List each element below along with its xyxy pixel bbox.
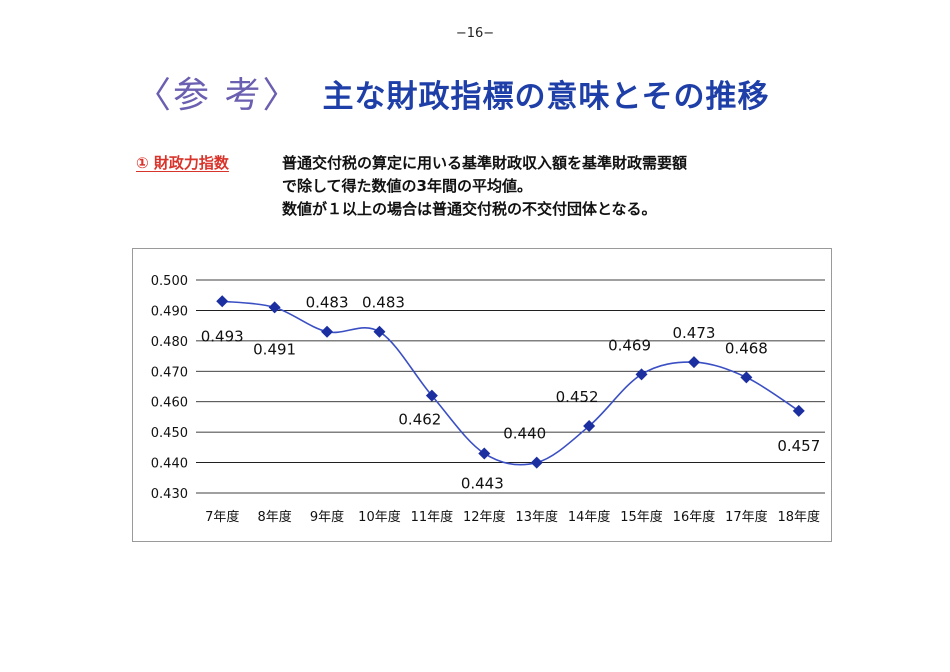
x-tick-label: 10年度: [358, 509, 401, 525]
page-title: 主な財政指標の意味とその推移: [322, 79, 770, 115]
x-axis-ticks: 7年度 8年度 9年度 10年度 11年度 12年度 13年度 14年度 15年度 16年度 17年…: [205, 509, 820, 525]
data-point-marker: [687, 356, 700, 369]
data-label: 0.469: [608, 336, 651, 354]
x-tick-label: 16年度: [673, 509, 716, 525]
data-label: 0.468: [725, 339, 768, 357]
y-tick-label: 0.440: [151, 457, 188, 472]
description-line-3: 数値が１以上の場合は普通交付税の不交付団体となる。: [282, 200, 657, 218]
x-tick-label: 13年度: [515, 509, 558, 525]
y-tick-label: 0.500: [151, 274, 188, 289]
x-tick-label: 8年度: [257, 509, 291, 525]
y-tick-label: 0.450: [151, 426, 188, 441]
description-line-1: 普通交付税の算定に用いる基準財政収入額を基準財政需要額: [282, 154, 688, 172]
y-tick-label: 0.430: [151, 487, 188, 502]
x-tick-label: 15年度: [620, 509, 663, 525]
reference-label: 〈参 考〉: [135, 75, 301, 116]
data-point-marker: [792, 404, 805, 417]
y-tick-label: 0.480: [151, 335, 188, 350]
data-label: 0.491: [253, 340, 296, 358]
data-point-marker: [425, 389, 438, 402]
data-label: 0.483: [362, 294, 405, 312]
data-label: 0.493: [201, 327, 244, 345]
x-tick-label: 7年度: [205, 509, 239, 525]
data-label: 0.443: [461, 474, 504, 492]
y-axis-ticks: 0.500 0.490 0.480 0.470 0.460 0.450 0.440 0.430: [151, 274, 188, 502]
description-line-2: で除して得た数値の3年間の平均値。: [282, 177, 532, 195]
data-label-layer: 0.493 0.491 0.483 0.483 0.462 0.443 0.440 0.452…: [201, 294, 821, 493]
x-tick-label: 9年度: [310, 509, 344, 525]
data-label: 0.462: [398, 411, 441, 429]
data-label: 0.473: [672, 324, 715, 342]
marker-layer: [216, 295, 805, 469]
section-label: ① 財政力指数: [136, 154, 229, 172]
line-chart: 0.500 0.490 0.480 0.470 0.460 0.450 0.440 0.430…: [151, 274, 825, 525]
x-tick-label: 12年度: [463, 509, 506, 525]
data-point-marker: [321, 325, 334, 338]
data-point-marker: [268, 301, 281, 314]
data-point-marker: [216, 295, 229, 308]
y-tick-label: 0.460: [151, 396, 188, 411]
data-point-marker: [373, 325, 386, 338]
y-tick-label: 0.470: [151, 365, 188, 380]
data-label: 0.452: [556, 388, 599, 406]
data-point-marker: [530, 456, 543, 469]
data-point-marker: [635, 368, 648, 381]
x-tick-label: 14年度: [568, 509, 611, 525]
title-row: 〈参 考〉 主な財政指標の意味とその推移: [135, 66, 770, 118]
data-label: 0.483: [306, 294, 349, 312]
x-tick-label: 18年度: [778, 509, 821, 525]
grid-layer: [196, 279, 825, 494]
data-label: 0.457: [777, 437, 820, 455]
chart-frame: 0.500 0.490 0.480 0.470 0.460 0.450 0.440 0.430…: [132, 248, 832, 542]
section-description: 普通交付税の算定に用いる基準財政収入額を基準財政需要額 で除して得た数値の3年間…: [282, 152, 687, 221]
data-point-marker: [583, 420, 596, 433]
y-tick-label: 0.490: [151, 304, 188, 319]
x-tick-label: 11年度: [411, 509, 454, 525]
data-point-marker: [740, 371, 753, 384]
page-number: −16−: [455, 26, 495, 41]
data-point-marker: [478, 447, 491, 460]
data-label: 0.440: [503, 425, 546, 443]
x-tick-label: 17年度: [725, 509, 768, 525]
section-financial-capability-index: ① 財政力指数 普通交付税の算定に用いる基準財政収入額を基準財政需要額 で除して…: [136, 152, 687, 221]
